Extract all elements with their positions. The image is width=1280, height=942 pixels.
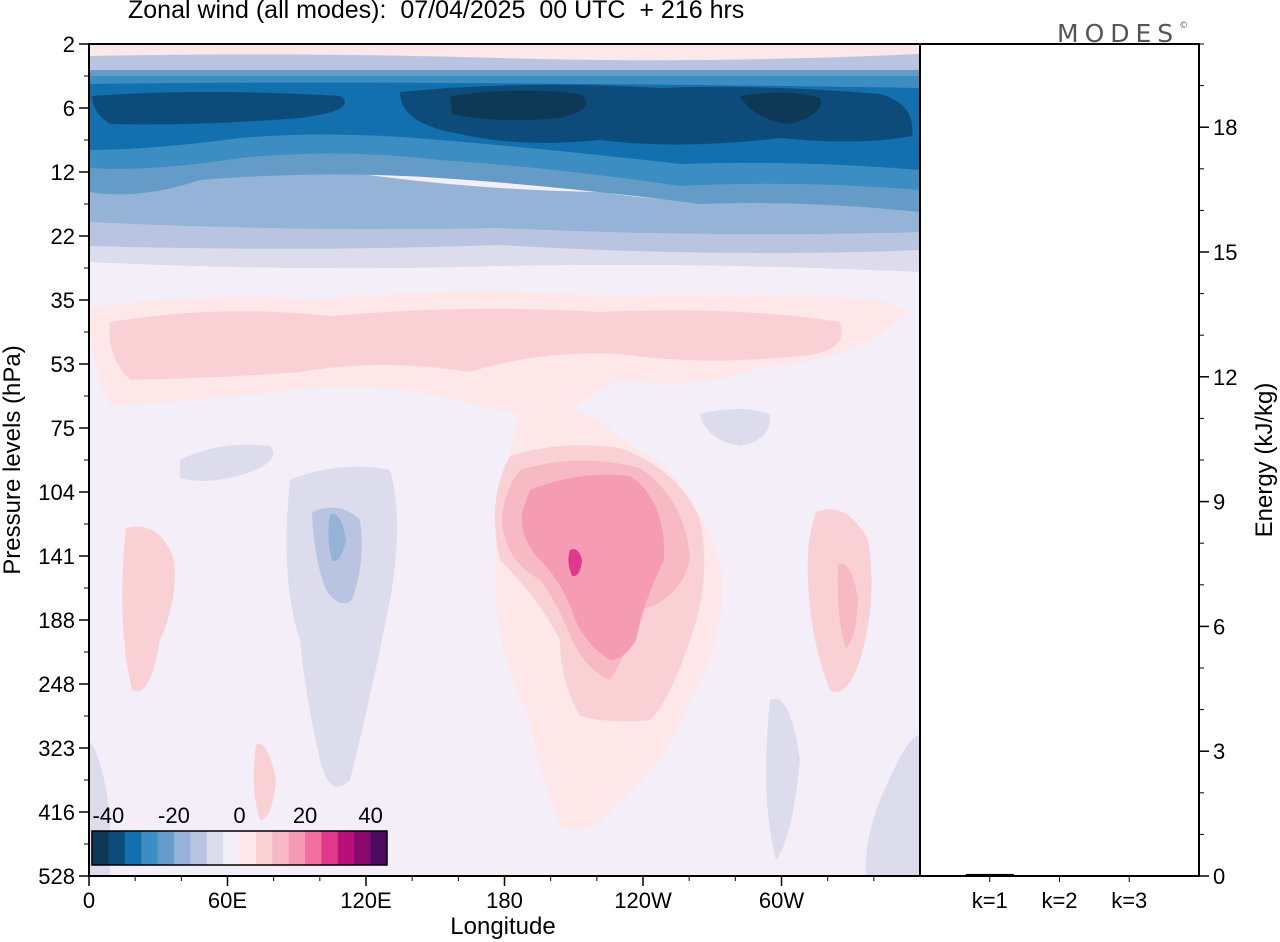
colorbar: -40 -20 0 20 40 bbox=[91, 803, 388, 866]
x-tick-label: 180 bbox=[486, 888, 523, 913]
y-tick-label: 2 bbox=[63, 32, 75, 57]
energy-y-axis: 0 3 6 9 12 15 18 bbox=[1199, 43, 1237, 889]
colorbar-tick-label: -20 bbox=[158, 803, 190, 828]
energy-category-label: k=1 bbox=[972, 888, 1008, 913]
field-westerlies-west bbox=[122, 526, 175, 692]
colorbar-swatch bbox=[239, 831, 257, 865]
colorbar-swatch bbox=[354, 831, 372, 865]
colorbar-swatch bbox=[141, 831, 159, 865]
colorbar-swatch bbox=[288, 831, 306, 865]
field-easterlies-corner bbox=[865, 735, 920, 876]
stratospheric-easterlies bbox=[89, 44, 920, 272]
energy-y-tick-label: 0 bbox=[1213, 864, 1225, 889]
tropospheric-westerlies bbox=[89, 291, 908, 830]
energy-y-tick-label: 15 bbox=[1213, 240, 1237, 265]
field-band-lower-jet bbox=[89, 120, 920, 235]
energy-y-tick-label: 6 bbox=[1213, 614, 1225, 639]
field-westerlies-east-core bbox=[837, 563, 858, 648]
colorbar-swatch bbox=[223, 831, 240, 865]
field-easterlies-indian-max bbox=[328, 513, 346, 562]
colorbar-tick-label: 40 bbox=[358, 803, 382, 828]
heatmap-x-axis: 0 60E 120E 180 120W 60W bbox=[83, 876, 875, 913]
y-tick-label: 323 bbox=[38, 736, 75, 761]
field-easterlies-high bbox=[180, 444, 274, 481]
y-tick-label: 53 bbox=[51, 352, 75, 377]
colorbar-tick-label: 0 bbox=[233, 803, 245, 828]
energy-bar bbox=[965, 873, 1014, 876]
colorbar-swatches bbox=[92, 831, 388, 865]
y-tick-label: 528 bbox=[38, 864, 75, 889]
x-tick-label: 60E bbox=[208, 888, 247, 913]
colorbar-swatch bbox=[190, 831, 208, 865]
copyright-mark: © bbox=[1179, 21, 1189, 31]
colorbar-tick-label: -40 bbox=[92, 803, 124, 828]
energy-y-tick-label: 18 bbox=[1213, 115, 1237, 140]
field-plume-core bbox=[521, 474, 665, 660]
y-tick-label: 188 bbox=[38, 608, 75, 633]
x-tick-label: 60W bbox=[759, 888, 804, 913]
field-easterlies-lower-east bbox=[766, 698, 800, 860]
energy-panel-frame bbox=[919, 43, 1200, 877]
colorbar-frame bbox=[91, 830, 388, 866]
energy-y-axis-title: Energy (kJ/kg) bbox=[1251, 383, 1278, 538]
energy-category-label: k=2 bbox=[1041, 888, 1077, 913]
field-westerly-band bbox=[109, 308, 842, 380]
energy-bar bbox=[1035, 875, 1084, 877]
colorbar-swatch bbox=[206, 831, 224, 865]
energy-y-tick-label: 3 bbox=[1213, 739, 1225, 764]
y-tick-label: 75 bbox=[51, 416, 75, 441]
colorbar-swatch bbox=[255, 831, 273, 865]
colorbar-swatch bbox=[321, 831, 339, 865]
field-band-jet-max-east bbox=[740, 92, 821, 124]
colorbar-swatch bbox=[272, 831, 290, 865]
field-lower-west-pink bbox=[253, 743, 276, 820]
colorbar-tick-label: 20 bbox=[293, 803, 317, 828]
field-easterlies-right bbox=[700, 409, 771, 446]
y-tick-label: 248 bbox=[38, 672, 75, 697]
colorbar-swatch bbox=[157, 831, 175, 865]
field-band-transition bbox=[89, 160, 920, 254]
chart-title: Zonal wind (all modes): 07/04/2025 00 UT… bbox=[128, 0, 745, 24]
colorbar-swatch bbox=[173, 831, 191, 865]
field-band-jet-strong-left bbox=[92, 92, 345, 125]
x-axis-title: Longitude bbox=[450, 913, 555, 940]
colorbar-swatch bbox=[370, 831, 388, 865]
colorbar-swatch bbox=[92, 831, 109, 865]
y-tick-label: 416 bbox=[38, 800, 75, 825]
y-tick-label: 22 bbox=[51, 224, 75, 249]
zonal-wind-field bbox=[89, 44, 920, 876]
field-easterlies-indian bbox=[286, 466, 397, 787]
energy-y-tick-label: 9 bbox=[1213, 490, 1225, 515]
heatmap-y-axis: 2 6 12 22 35 53 75 104 141 188 248 323 416 528 bbox=[38, 32, 89, 889]
y-tick-label: 6 bbox=[63, 96, 75, 121]
field-band-jet-max bbox=[450, 90, 587, 121]
y-tick-label: 104 bbox=[38, 480, 75, 505]
x-tick-label: 0 bbox=[83, 888, 95, 913]
y-axis-title: Pressure levels (hPa) bbox=[0, 345, 26, 574]
colorbar-swatch bbox=[305, 831, 322, 865]
energy-category-label: k=3 bbox=[1111, 888, 1147, 913]
energy-bar bbox=[1105, 875, 1154, 877]
energy-y-tick-label: 12 bbox=[1213, 365, 1237, 390]
field-plume-max bbox=[568, 549, 582, 577]
x-tick-label: 120W bbox=[614, 888, 672, 913]
y-tick-label: 12 bbox=[51, 160, 75, 185]
colorbar-swatch bbox=[337, 831, 355, 865]
x-tick-label: 120E bbox=[340, 888, 391, 913]
y-tick-label: 35 bbox=[51, 288, 75, 313]
colorbar-labels: -40 -20 0 20 40 bbox=[92, 803, 382, 828]
energy-bars bbox=[965, 873, 1154, 877]
energy-x-axis: k=1 k=2 k=3 bbox=[972, 876, 1147, 913]
colorbar-swatch bbox=[124, 831, 142, 865]
colorbar-swatch bbox=[108, 831, 126, 865]
y-tick-label: 141 bbox=[38, 544, 75, 569]
